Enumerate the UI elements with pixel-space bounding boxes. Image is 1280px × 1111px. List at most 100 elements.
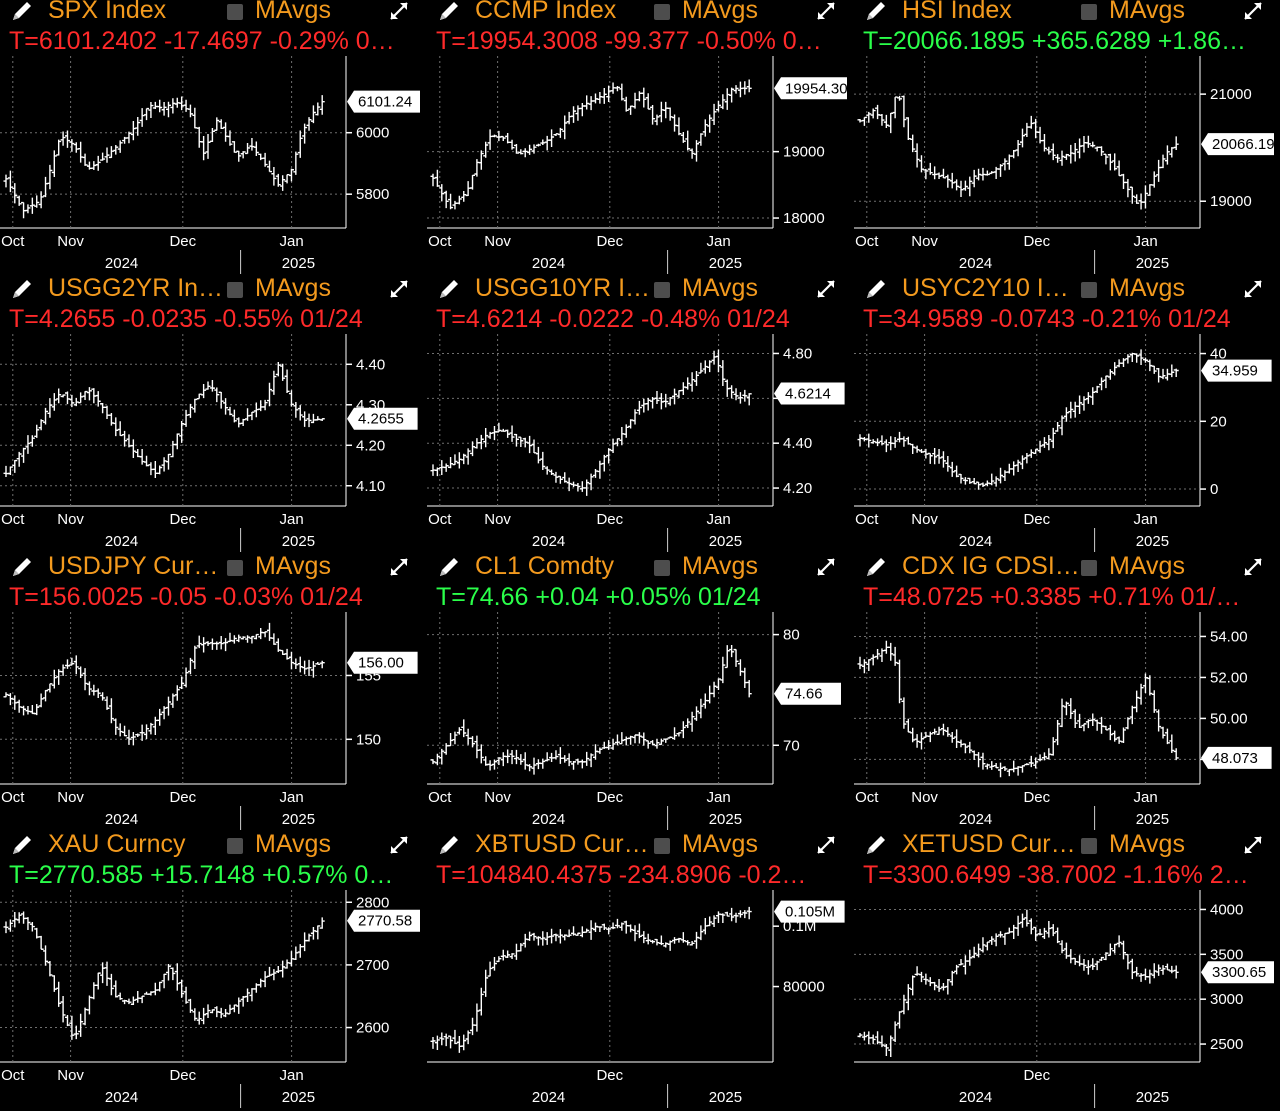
price-bar xyxy=(1037,928,1043,936)
security-title[interactable]: USYC2Y10 I… xyxy=(902,278,1069,302)
price-bar xyxy=(69,139,75,152)
price-bar xyxy=(319,917,325,929)
security-title[interactable]: XAU Curncy xyxy=(48,834,186,858)
pencil-icon[interactable] xyxy=(10,835,36,857)
mavgs-label[interactable]: MAvgs xyxy=(1109,0,1185,24)
expand-arrows-icon[interactable] xyxy=(813,834,839,856)
expand-arrows-icon[interactable] xyxy=(813,556,839,578)
checkbox-icon[interactable] xyxy=(1081,560,1097,576)
price-bar xyxy=(954,964,960,975)
price-bar xyxy=(623,736,629,746)
price-bar xyxy=(51,150,57,177)
price-bar xyxy=(82,390,88,401)
price-bar xyxy=(1006,927,1012,934)
price-bar xyxy=(641,87,647,108)
security-title[interactable]: CDX IG CDSI… xyxy=(902,556,1080,580)
checkbox-icon[interactable] xyxy=(654,4,670,20)
expand-arrows-icon[interactable] xyxy=(1240,0,1266,22)
pencil-icon[interactable] xyxy=(437,835,463,857)
pencil-icon[interactable] xyxy=(10,557,36,579)
mavgs-label[interactable]: MAvgs xyxy=(682,556,758,580)
price-bar xyxy=(522,933,528,948)
checkbox-icon[interactable] xyxy=(1081,282,1097,298)
mavgs-label[interactable]: MAvgs xyxy=(682,0,758,24)
last-price-tag: 20066.19 xyxy=(1201,133,1274,156)
checkbox-icon[interactable] xyxy=(227,4,243,20)
price-bar xyxy=(1019,765,1025,773)
mavgs-label[interactable]: MAvgs xyxy=(1109,278,1185,302)
price-bar xyxy=(746,906,752,920)
expand-arrows-icon[interactable] xyxy=(813,278,839,300)
pencil-icon[interactable] xyxy=(864,835,890,857)
mavgs-label[interactable]: MAvgs xyxy=(1109,834,1185,858)
price-bar xyxy=(1164,368,1170,381)
mavgs-label[interactable]: MAvgs xyxy=(1109,556,1185,580)
security-title[interactable]: XETUSD Cur… xyxy=(902,834,1076,858)
security-title[interactable]: CL1 Comdty xyxy=(475,556,614,580)
price-bar xyxy=(157,99,163,113)
price-bar xyxy=(737,81,743,98)
mavgs-label[interactable]: MAvgs xyxy=(255,556,331,580)
expand-arrows-icon[interactable] xyxy=(386,0,412,22)
ticker-line: T=3300.6499 -38.7002 -1.16% 2… xyxy=(863,861,1249,889)
expand-arrows-icon[interactable] xyxy=(1240,278,1266,300)
mavgs-label[interactable]: MAvgs xyxy=(682,278,758,302)
checkbox-icon[interactable] xyxy=(227,560,243,576)
price-bar xyxy=(496,956,502,963)
expand-arrows-icon[interactable] xyxy=(386,278,412,300)
price-bar xyxy=(148,722,154,735)
price-bar xyxy=(971,477,977,485)
price-bar xyxy=(694,140,699,162)
mavgs-label[interactable]: MAvgs xyxy=(255,834,331,858)
price-bar xyxy=(144,107,150,121)
price-bar xyxy=(949,732,955,743)
mavgs-label[interactable]: MAvgs xyxy=(255,0,331,24)
checkbox-icon[interactable] xyxy=(1081,838,1097,854)
security-title[interactable]: HSI Index xyxy=(902,0,1012,24)
pencil-icon[interactable] xyxy=(10,1,36,23)
price-bar xyxy=(448,1035,454,1049)
price-bar xyxy=(1094,719,1100,731)
expand-arrows-icon[interactable] xyxy=(386,556,412,578)
security-title[interactable]: USGG2YR In… xyxy=(48,278,224,302)
checkbox-icon[interactable] xyxy=(227,282,243,298)
pencil-icon[interactable] xyxy=(864,1,890,23)
checkbox-icon[interactable] xyxy=(227,838,243,854)
price-bar xyxy=(654,938,660,946)
x-tick-label: Nov xyxy=(911,511,938,528)
price-bar xyxy=(465,728,471,745)
expand-arrows-icon[interactable] xyxy=(1240,556,1266,578)
checkbox-icon[interactable] xyxy=(1081,4,1097,20)
pencil-icon[interactable] xyxy=(437,1,463,23)
pencil-icon[interactable] xyxy=(10,279,36,301)
price-bar xyxy=(544,752,550,762)
checkbox-icon[interactable] xyxy=(654,838,670,854)
expand-arrows-icon[interactable] xyxy=(1240,834,1266,856)
price-bar xyxy=(1160,154,1166,169)
panel-header: USGG2YR In… MAvgs xyxy=(0,278,426,306)
checkbox-icon[interactable] xyxy=(654,560,670,576)
pencil-icon[interactable] xyxy=(864,279,890,301)
security-title[interactable]: USGG10YR I… xyxy=(475,278,651,302)
year-label: 2024 xyxy=(532,1089,565,1106)
expand-arrows-icon[interactable] xyxy=(386,834,412,856)
security-title[interactable]: XBTUSD Cur… xyxy=(475,834,649,858)
price-bar xyxy=(579,481,585,492)
mavgs-label[interactable]: MAvgs xyxy=(255,278,331,302)
pencil-icon[interactable] xyxy=(437,279,463,301)
price-bar xyxy=(86,995,92,1015)
price-bar xyxy=(56,669,62,685)
security-title[interactable]: USDJPY Cur… xyxy=(48,556,219,580)
pencil-icon[interactable] xyxy=(437,557,463,579)
expand-arrows-icon[interactable] xyxy=(813,0,839,22)
price-bar xyxy=(25,435,31,454)
security-title[interactable]: SPX Index xyxy=(48,0,167,24)
pencil-icon[interactable] xyxy=(864,557,890,579)
price-bar xyxy=(148,991,154,996)
security-title[interactable]: CCMP Index xyxy=(475,0,617,24)
price-bar xyxy=(729,87,735,103)
year-label: 2025 xyxy=(709,255,742,272)
checkbox-icon[interactable] xyxy=(654,282,670,298)
mavgs-label[interactable]: MAvgs xyxy=(682,834,758,858)
